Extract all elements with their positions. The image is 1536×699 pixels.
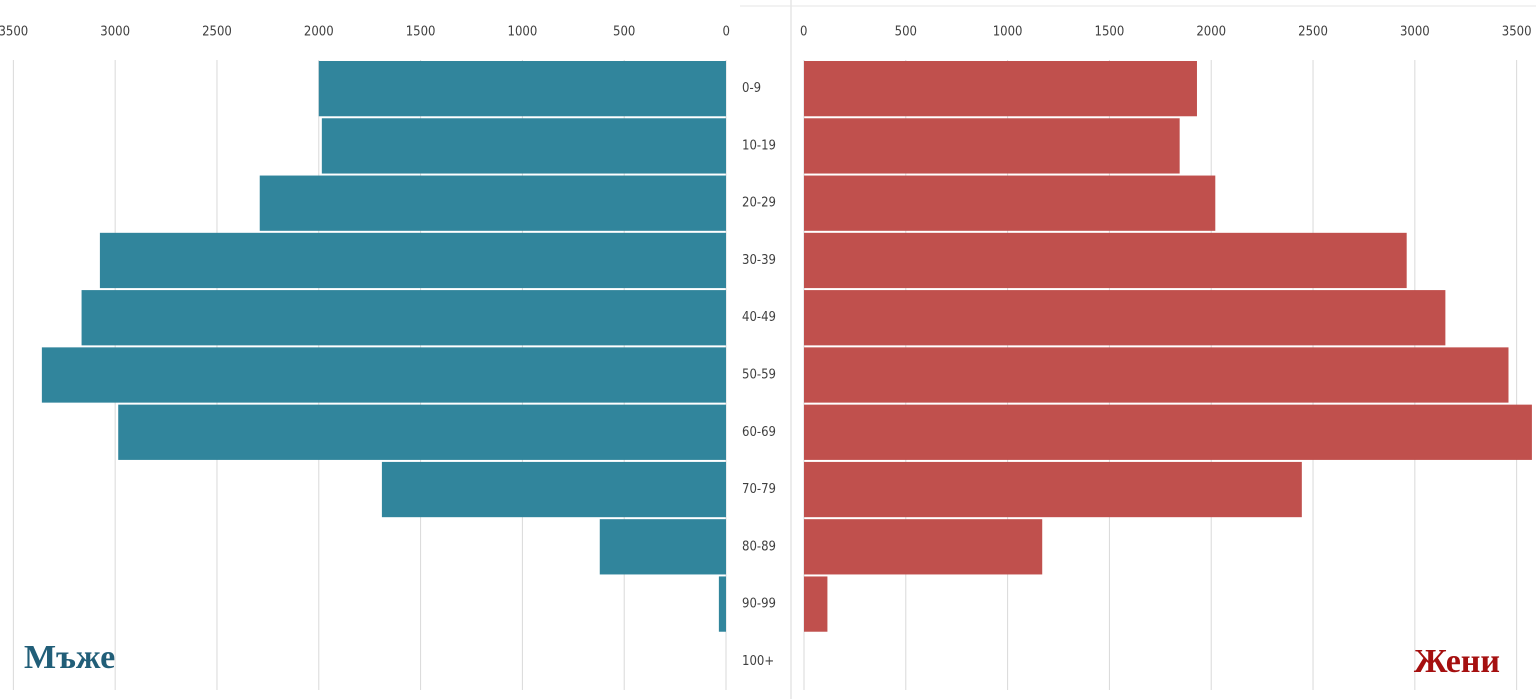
x-tick-label: 1500: [1095, 25, 1125, 40]
bar: [599, 519, 726, 575]
bar: [804, 61, 1197, 117]
category-label: 60-69: [742, 425, 776, 440]
bar: [321, 118, 726, 174]
category-label: 70-79: [742, 482, 776, 497]
x-tick-label: 3500: [1502, 25, 1532, 40]
x-tick-label: 500: [613, 25, 635, 40]
category-label: 30-39: [742, 253, 776, 268]
category-label: 10-19: [742, 138, 776, 153]
x-tick-label: 2000: [1196, 25, 1226, 40]
category-label: 80-89: [742, 539, 776, 554]
category-label: 50-59: [742, 368, 776, 383]
x-tick-label: 2500: [1298, 25, 1328, 40]
category-label: 100+: [742, 654, 774, 669]
bar: [804, 175, 1216, 231]
bar: [804, 519, 1043, 575]
bar: [804, 461, 1302, 518]
bar: [259, 175, 726, 231]
bar: [381, 461, 726, 518]
bar: [99, 232, 727, 289]
bar: [804, 404, 1532, 460]
x-tick-label: 2500: [202, 25, 232, 40]
x-tick-label: 1000: [993, 25, 1023, 40]
category-label: 20-29: [742, 196, 776, 211]
bar: [804, 118, 1180, 174]
x-tick-label: 1500: [406, 25, 436, 40]
bar: [81, 290, 727, 346]
x-tick-label: 3000: [1400, 25, 1430, 40]
legend-label: Мъже: [24, 639, 115, 676]
category-label: 40-49: [742, 310, 776, 325]
bar: [804, 290, 1446, 346]
bar: [118, 404, 727, 460]
x-tick-label: 3000: [100, 25, 130, 40]
x-tick-label: 0: [800, 25, 807, 40]
bar: [804, 232, 1407, 289]
x-tick-label: 3500: [0, 25, 28, 40]
bar: [718, 576, 726, 632]
x-tick-label: 500: [895, 25, 917, 40]
x-tick-label: 1000: [508, 25, 538, 40]
bar: [804, 576, 828, 632]
x-tick-label: 2000: [304, 25, 334, 40]
bar: [318, 61, 726, 117]
x-tick-label: 0: [723, 25, 730, 40]
category-label: 90-99: [742, 597, 776, 612]
bar: [41, 347, 727, 403]
bar: [804, 347, 1509, 403]
category-label: 0-9: [742, 81, 761, 96]
legend-label: Жени: [1414, 643, 1500, 680]
